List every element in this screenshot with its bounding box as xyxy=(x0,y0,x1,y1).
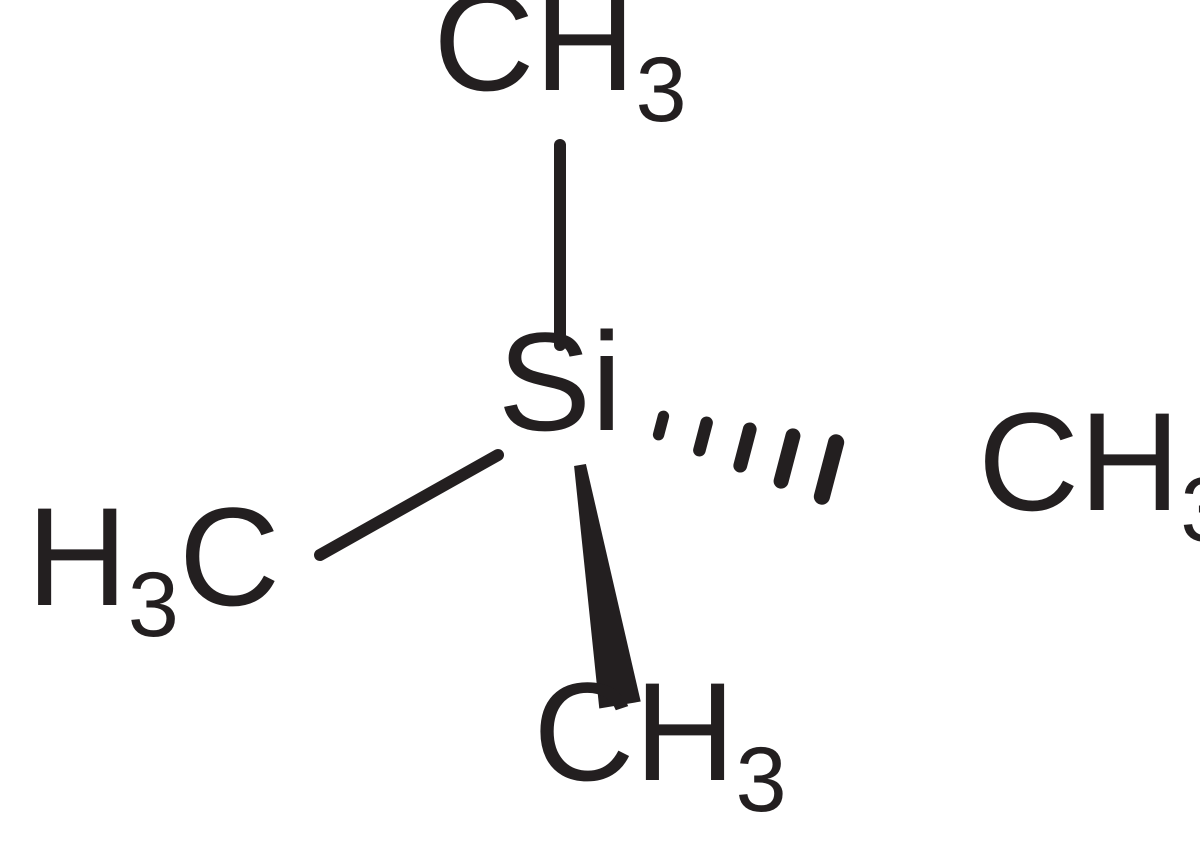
atom-label-top: CH3 xyxy=(433,0,686,141)
bond-hash-dash xyxy=(781,436,793,481)
bond-hash-dash xyxy=(699,423,706,450)
bond-hash-dash xyxy=(659,416,664,434)
bond-hash-dash xyxy=(740,429,750,465)
chemical-structure-svg: SiCH3H3CCH3CH3 xyxy=(0,0,1200,845)
atom-label-front: CH3 xyxy=(533,653,786,831)
atom-label-right: CH3 xyxy=(978,383,1200,561)
atom-label-left: H3C xyxy=(27,478,280,656)
bond-plain xyxy=(320,455,498,555)
bond-hash-dash xyxy=(822,442,836,496)
